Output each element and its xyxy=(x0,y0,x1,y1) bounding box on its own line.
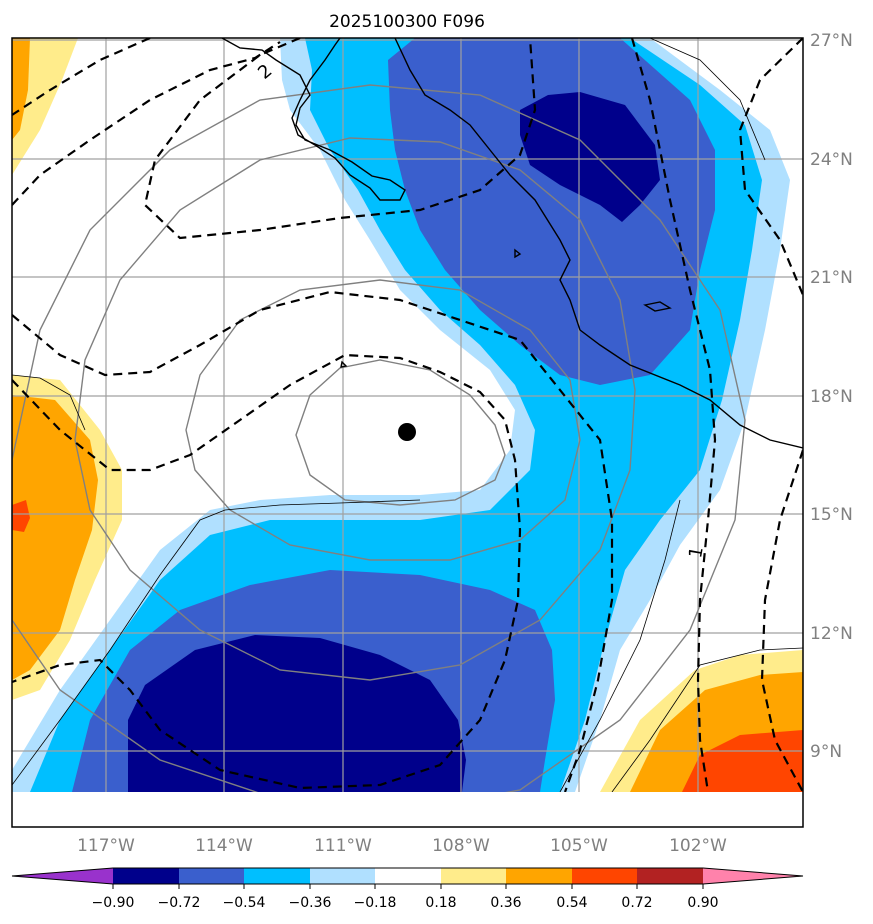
lat-label-15: 15°N xyxy=(810,505,853,525)
range-ring-3 xyxy=(74,137,636,681)
contour-loop-a xyxy=(143,38,537,240)
island-2 xyxy=(514,248,522,259)
colorbar-tick-label: −0.72 xyxy=(158,895,201,911)
dashed-contours xyxy=(12,38,803,793)
contour-1 xyxy=(630,38,717,793)
contour-right-b xyxy=(760,449,803,793)
lon-label-102: 102°W xyxy=(669,836,727,856)
map-area: 2 1 xyxy=(12,38,803,827)
colorbar-segment xyxy=(375,868,441,884)
lon-label-111: 111°W xyxy=(314,836,372,856)
positive-anomaly-left xyxy=(12,395,98,680)
lon-label-108: 108°W xyxy=(432,836,490,856)
colorbar-segment xyxy=(113,868,179,884)
contour-right-a xyxy=(738,38,803,296)
colorbar-segment xyxy=(637,868,703,884)
lon-label-117: 117°W xyxy=(77,836,135,856)
latitude-labels: 27°N 24°N 21°N 18°N 15°N 12°N 9°N xyxy=(810,31,853,762)
lon-label-105: 105°W xyxy=(550,836,608,856)
lat-label-18: 18°N xyxy=(810,387,853,407)
colorbar-tick-label: −0.18 xyxy=(354,895,397,911)
range-ring-4 xyxy=(12,84,746,813)
colorbar-tick-label: 0.54 xyxy=(556,895,587,911)
contour-loop-c xyxy=(12,353,522,790)
negative-anomaly-core-north xyxy=(520,92,660,222)
colorbar-segment xyxy=(441,868,506,884)
coastlines xyxy=(221,38,803,449)
range-ring-2 xyxy=(185,279,581,561)
lat-label-21: 21°N xyxy=(810,268,853,288)
colorbar-tick-label: −0.54 xyxy=(223,895,266,911)
colorbar-tick-label: 0.36 xyxy=(490,895,521,911)
mainland-coastline xyxy=(394,38,803,449)
colorbar-tick-label: 0.90 xyxy=(687,895,718,911)
positive-anomaly-left-strong xyxy=(12,500,30,532)
colorbar-tick-label: −0.36 xyxy=(289,895,332,911)
positive-anomaly-top-left xyxy=(12,38,30,140)
longitude-labels: 117°W 114°W 111°W 108°W 105°W 102°W xyxy=(77,836,727,856)
colorbar-segment xyxy=(310,868,375,884)
colorbar-tick-label: 0.18 xyxy=(425,895,456,911)
baja-coastline xyxy=(221,38,406,201)
contour-label-1: 1 xyxy=(685,545,708,560)
colorbar-tick-label: −0.90 xyxy=(92,895,135,911)
lat-label-27: 27°N xyxy=(810,31,853,51)
thin-contours xyxy=(12,38,803,793)
contour-upper-loop xyxy=(12,38,151,116)
map-title: 2025100300 F096 xyxy=(329,12,485,32)
colorbar-extend-high xyxy=(703,868,803,884)
colorbar-ticks xyxy=(112,884,704,889)
graticule xyxy=(12,38,803,827)
range-rings xyxy=(12,84,746,813)
lat-label-12: 12°N xyxy=(810,624,853,644)
map-frame xyxy=(11,37,804,828)
colorbar-tick-label: 0.72 xyxy=(621,895,652,911)
range-ring-1 xyxy=(295,359,506,506)
positive-anomaly-bottom-right-strong xyxy=(682,730,803,792)
colorbar: −0.90 −0.72 −0.54 −0.36 −0.18 0.18 0.36 … xyxy=(11,867,804,911)
lon-label-114: 114°W xyxy=(195,836,253,856)
colorbar-segment xyxy=(179,868,244,884)
island-3 xyxy=(340,360,348,368)
contour-loop-b xyxy=(12,290,614,793)
island-1 xyxy=(643,301,672,312)
colorbar-segment xyxy=(244,868,310,884)
lat-label-9: 9°N xyxy=(810,742,842,762)
storm-center-dot-icon xyxy=(398,423,416,441)
negative-anomaly-core-south xyxy=(128,635,466,792)
colorbar-segment xyxy=(506,868,572,884)
colorbar-extend-low xyxy=(12,868,113,884)
lat-label-24: 24°N xyxy=(810,150,853,170)
colorbar-segment xyxy=(572,868,637,884)
